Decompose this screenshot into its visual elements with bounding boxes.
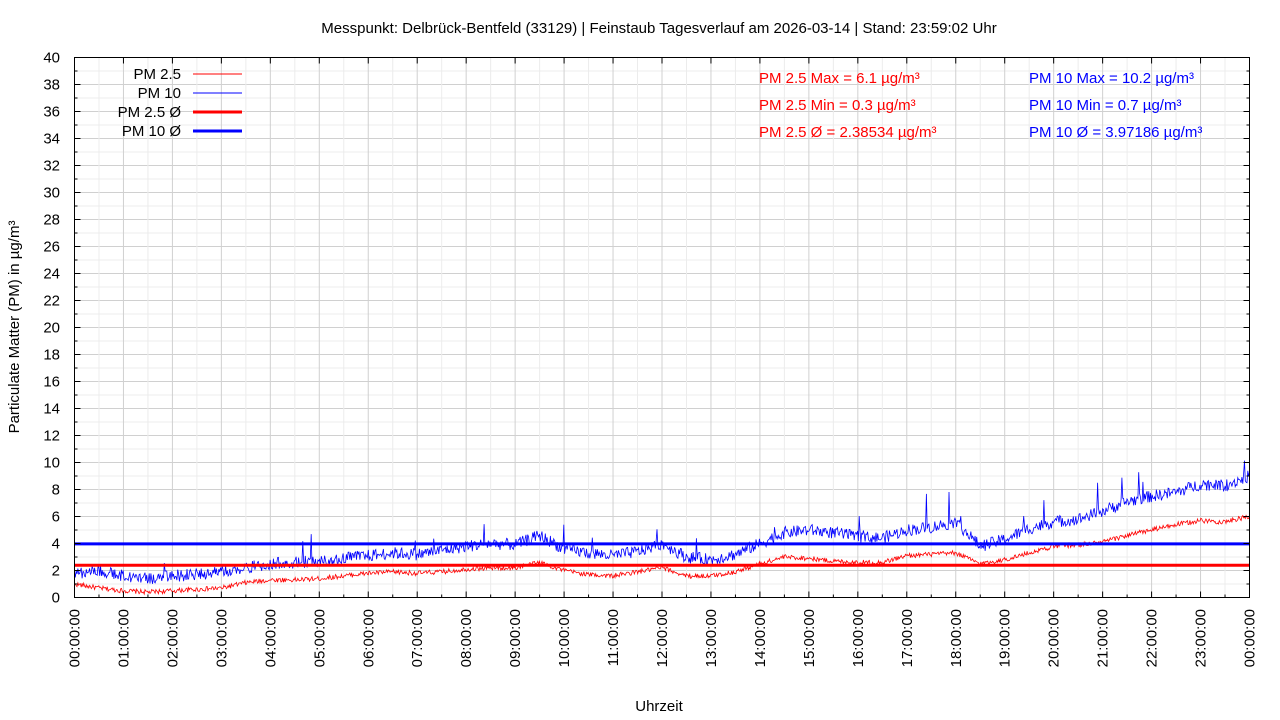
legend-label-pm10-avg: PM 10 Ø [122,123,182,140]
stats-pm10: PM 10 Max = 10.2 µg/m³ PM 10 Min = 0.7 µ… [1029,70,1202,141]
ticks [74,57,1250,598]
y-tick-label: 32 [43,158,60,175]
legend: PM 2.5 PM 10 PM 2.5 Ø PM 10 Ø [118,66,242,140]
x-tick-label: 08:00:00 [458,609,475,667]
y-tick-label: 34 [43,131,60,148]
x-tick-label: 22:00:00 [1144,609,1161,667]
y-axis-label: Particulate Matter (PM) in µg/m³ [6,221,23,434]
y-tick-label: 28 [43,212,60,229]
legend-label-pm10: PM 10 [138,85,181,102]
legend-label-pm25: PM 2.5 [133,66,181,83]
y-tick-label: 30 [43,185,60,202]
y-tick-label: 18 [43,347,60,364]
tick-labels: 024681012141618202224262830323436384000:… [43,50,1258,668]
x-tick-label: 21:00:00 [1095,609,1112,667]
pm25-avg-label: PM 2.5 Ø = 2.38534 µg/m³ [759,124,936,141]
x-tick-label: 05:00:00 [311,609,328,667]
x-tick-label: 10:00:00 [556,609,573,667]
x-tick-label: 15:00:00 [801,609,818,667]
pm10-avg-label: PM 10 Ø = 3.97186 µg/m³ [1029,124,1202,141]
x-tick-label: 01:00:00 [115,609,132,667]
y-tick-label: 20 [43,320,60,337]
y-tick-label: 4 [52,536,60,553]
pm25-min-label: PM 2.5 Min = 0.3 µg/m³ [759,97,916,114]
y-tick-label: 12 [43,428,60,445]
legend-label-pm25-avg: PM 2.5 Ø [118,104,182,121]
pm25-max-label: PM 2.5 Max = 6.1 µg/m³ [759,70,920,87]
pm10-max-label: PM 10 Max = 10.2 µg/m³ [1029,70,1194,87]
x-axis-label: Uhrzeit [635,698,683,715]
x-tick-label: 03:00:00 [213,609,230,667]
x-tick-label: 16:00:00 [850,609,867,667]
x-tick-label: 17:00:00 [899,609,916,667]
x-tick-label: 12:00:00 [654,609,671,667]
y-tick-label: 26 [43,239,60,256]
y-tick-label: 8 [52,482,60,499]
y-tick-label: 2 [52,563,60,580]
pm10-min-label: PM 10 Min = 0.7 µg/m³ [1029,97,1181,114]
x-tick-label: 00:00:00 [1242,609,1259,667]
x-tick-label: 14:00:00 [752,609,769,667]
x-tick-label: 13:00:00 [703,609,720,667]
x-tick-label: 23:00:00 [1193,609,1210,667]
chart-title: Messpunkt: Delbrück-Bentfeld (33129) | F… [321,20,996,37]
x-tick-label: 04:00:00 [262,609,279,667]
y-tick-label: 22 [43,293,60,310]
x-tick-label: 11:00:00 [605,609,622,666]
x-tick-label: 20:00:00 [1046,609,1063,667]
x-tick-label: 00:00:00 [67,609,84,667]
x-tick-label: 09:00:00 [507,609,524,667]
x-tick-label: 06:00:00 [360,609,377,667]
y-tick-label: 10 [43,455,60,472]
y-tick-label: 38 [43,77,60,94]
y-tick-label: 40 [43,50,60,67]
x-tick-label: 19:00:00 [997,609,1014,667]
x-tick-label: 07:00:00 [409,609,426,667]
x-tick-label: 02:00:00 [164,609,181,667]
data-layer [74,460,1250,596]
x-tick-label: 18:00:00 [948,609,965,667]
y-tick-label: 6 [52,509,60,526]
y-tick-label: 16 [43,374,60,391]
grid [74,57,1250,598]
y-tick-label: 0 [52,590,60,607]
y-tick-label: 24 [43,266,60,283]
stats-pm25: PM 2.5 Max = 6.1 µg/m³ PM 2.5 Min = 0.3 … [759,70,936,141]
y-tick-label: 36 [43,104,60,121]
y-tick-label: 14 [43,401,60,418]
